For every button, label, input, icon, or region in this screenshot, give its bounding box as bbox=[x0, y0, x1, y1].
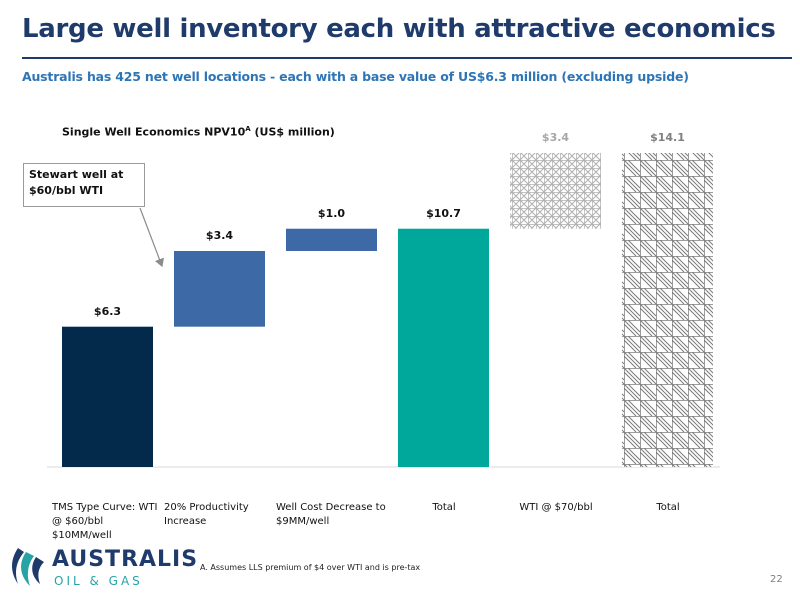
bar bbox=[174, 250, 265, 327]
annotation: Stewart well at $60/bbl WTI bbox=[23, 163, 145, 207]
chart-title: Single Well Economics NPV10A (US$ millio… bbox=[62, 125, 335, 139]
bar bbox=[398, 228, 489, 467]
x-tick-label: Total bbox=[432, 502, 456, 513]
logo-name: AUSTRALIS bbox=[52, 547, 199, 572]
bar bbox=[622, 153, 713, 467]
page-number: 22 bbox=[770, 574, 783, 585]
bar bbox=[510, 153, 601, 229]
logo-tagline: OIL & GAS bbox=[54, 574, 143, 588]
chart-title-units: (US$ million) bbox=[254, 125, 335, 139]
title-rule bbox=[22, 57, 792, 59]
footnote: A. Assumes LLS premium of $4 over WTI an… bbox=[200, 563, 421, 572]
value-label: $3.4 bbox=[205, 228, 234, 242]
bar bbox=[62, 326, 153, 467]
logo-icon bbox=[12, 548, 44, 586]
x-tick-label: WTI @ $70/bbl bbox=[519, 502, 593, 513]
slide-title: Large well inventory each with attractiv… bbox=[22, 14, 776, 44]
value-label: $1.0 bbox=[317, 206, 346, 220]
chart-title-note: A bbox=[245, 125, 251, 133]
x-tick-label: Total bbox=[656, 502, 680, 513]
chart-title-text: Single Well Economics NPV10 bbox=[62, 125, 246, 139]
x-tick-label: Well Cost Decrease to $9MM/well bbox=[276, 502, 386, 527]
value-label: $10.7 bbox=[426, 206, 461, 220]
x-tick-label: 20% Productivity Increase bbox=[164, 502, 249, 527]
slide-subtitle: Australis has 425 net well locations - e… bbox=[22, 69, 689, 84]
annotation-arrow bbox=[139, 207, 164, 268]
x-tick-label: TMS Type Curve: WTI @ $60/bbl $10MM/well bbox=[52, 502, 158, 541]
value-label: $14.1 bbox=[650, 131, 685, 144]
bar bbox=[286, 228, 377, 251]
value-label: $3.4 bbox=[541, 131, 570, 144]
value-label: $6.3 bbox=[93, 304, 122, 318]
